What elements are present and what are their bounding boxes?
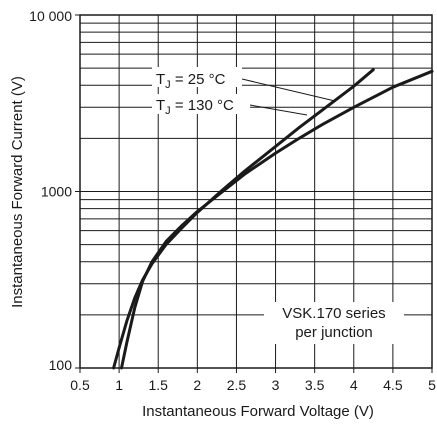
x-tick-label: 1	[115, 377, 123, 393]
series-2-leader-line	[249, 104, 308, 116]
curves	[112, 68, 434, 370]
series-1-label: TJ = 25 °C	[156, 71, 226, 91]
x-tick-label: 4.5	[383, 377, 403, 393]
y-tick-label: 1000	[41, 184, 72, 200]
device-annotation-bg	[264, 302, 404, 344]
x-tick-label: 3.5	[305, 377, 325, 393]
y-axis-title: Instantaneous Forward Current (V)	[9, 76, 26, 308]
x-tick-label: 1.5	[148, 377, 168, 393]
x-axis-ticks: 0.5 1 1.5 2 2.5 3 3.5 4 4.5 5	[70, 368, 436, 393]
grid	[80, 15, 432, 368]
x-tick-label: 4	[350, 377, 358, 393]
series-1-label-bg	[152, 67, 242, 87]
x-tick-label: 5	[428, 377, 436, 393]
x-tick-label: 0.5	[70, 377, 90, 393]
y-tick-label: 10 000	[29, 8, 72, 24]
x-tick-label: 3	[272, 377, 280, 393]
x-tick-label: 2	[193, 377, 201, 393]
series-2-label-bg	[152, 94, 250, 114]
series-2-line	[120, 69, 434, 370]
x-axis-title: Instantaneous Forward Voltage (V)	[142, 403, 374, 420]
series-2-label: TJ = 130 °C	[156, 97, 234, 117]
series-1-leader-line	[241, 78, 336, 102]
y-tick-label: 100	[49, 357, 73, 373]
device-annotation-line-2: per junction	[295, 324, 373, 341]
y-axis-ticks: 100 1000 10 000	[29, 8, 80, 373]
x-tick-label: 2.5	[227, 377, 247, 393]
device-annotation-line-1: VSK.170 series	[282, 305, 385, 322]
